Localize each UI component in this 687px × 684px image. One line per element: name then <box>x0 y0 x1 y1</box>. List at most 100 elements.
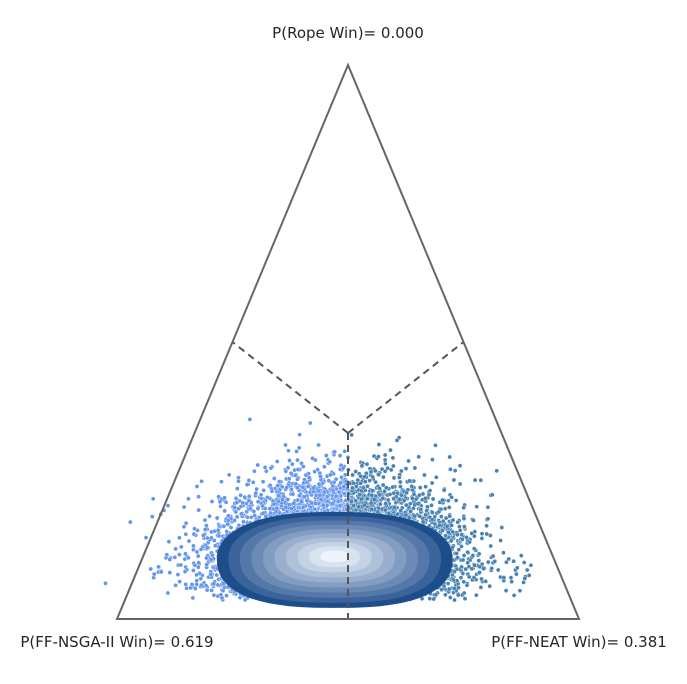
point-ff-nsga-ii <box>191 531 197 537</box>
point-ff-nsga-ii <box>151 571 157 577</box>
point-ff-nsga-ii <box>194 549 200 555</box>
point-ff-nsga-ii <box>262 465 268 470</box>
point-ff-neat <box>454 551 460 556</box>
point-ff-nsga-ii <box>268 465 274 471</box>
point-ff-neat <box>469 566 475 572</box>
point-ff-neat <box>470 553 476 558</box>
point-ff-nsga-ii <box>323 453 329 458</box>
point-ff-neat <box>498 538 503 543</box>
point-ff-nsga-ii <box>211 538 217 543</box>
point-ff-neat <box>391 463 396 469</box>
point-ff-neat <box>477 570 482 575</box>
point-ff-neat <box>466 574 472 580</box>
point-ff-neat <box>459 532 464 537</box>
point-ff-nsga-ii <box>289 461 295 467</box>
point-ff-neat <box>446 498 451 504</box>
point-ff-nsga-ii <box>307 420 313 426</box>
point-ff-nsga-ii <box>199 582 204 588</box>
point-ff-neat <box>380 482 386 488</box>
point-ff-nsga-ii <box>223 499 229 505</box>
point-ff-neat <box>503 588 509 593</box>
point-ff-nsga-ii <box>196 507 201 513</box>
point-ff-nsga-ii <box>183 582 188 587</box>
point-ff-neat <box>413 496 419 502</box>
point-ff-neat <box>376 472 382 478</box>
point-ff-nsga-ii <box>218 503 223 509</box>
point-ff-neat <box>504 559 509 565</box>
point-ff-neat <box>412 513 418 519</box>
point-ff-nsga-ii <box>247 417 253 422</box>
point-ff-nsga-ii <box>255 506 261 511</box>
point-ff-neat <box>446 505 452 510</box>
point-ff-neat <box>411 491 417 497</box>
point-ff-neat <box>382 468 388 474</box>
point-ff-neat <box>382 457 388 463</box>
point-ff-neat <box>452 597 457 603</box>
point-ff-nsga-ii <box>222 508 227 514</box>
point-ff-nsga-ii <box>183 551 188 557</box>
point-ff-neat <box>397 479 403 485</box>
point-ff-neat <box>447 595 453 600</box>
point-ff-nsga-ii <box>216 494 221 500</box>
point-ff-neat <box>365 483 370 489</box>
point-ff-neat <box>472 477 478 483</box>
point-ff-neat <box>461 590 467 596</box>
point-ff-neat <box>464 535 469 540</box>
point-ff-neat <box>403 466 409 471</box>
point-ff-nsga-ii <box>287 458 292 463</box>
point-ff-nsga-ii <box>183 520 189 526</box>
point-ff-nsga-ii <box>219 479 224 485</box>
point-ff-neat <box>417 485 423 490</box>
point-ff-nsga-ii <box>238 492 243 498</box>
point-ff-neat <box>464 583 470 588</box>
point-ff-neat <box>355 477 361 483</box>
point-ff-nsga-ii <box>181 504 187 510</box>
point-ff-neat <box>427 596 433 601</box>
point-ff-nsga-ii <box>244 482 250 487</box>
point-ff-nsga-ii <box>233 496 239 501</box>
point-ff-nsga-ii <box>289 486 294 492</box>
point-ff-neat <box>433 442 438 448</box>
point-ff-nsga-ii <box>143 535 149 541</box>
point-ff-neat <box>442 506 448 512</box>
point-ff-neat <box>349 432 354 438</box>
point-ff-nsga-ii <box>250 479 256 485</box>
point-ff-neat <box>461 579 467 585</box>
point-ff-nsga-ii <box>103 581 108 586</box>
point-ff-nsga-ii <box>261 487 267 493</box>
point-ff-nsga-ii <box>186 496 191 502</box>
point-ff-neat <box>388 447 393 453</box>
point-ff-neat <box>479 536 485 541</box>
point-ff-neat <box>376 442 382 447</box>
point-ff-nsga-ii <box>279 484 285 490</box>
point-ff-nsga-ii <box>219 595 225 601</box>
point-ff-neat <box>460 557 466 563</box>
point-ff-neat <box>457 463 463 469</box>
point-ff-nsga-ii <box>195 564 201 570</box>
point-ff-neat <box>350 472 355 478</box>
point-ff-nsga-ii <box>202 517 208 523</box>
point-ff-neat <box>438 514 444 519</box>
point-ff-neat <box>441 487 447 493</box>
point-ff-nsga-ii <box>212 543 218 549</box>
point-ff-nsga-ii <box>165 503 171 508</box>
point-ff-nsga-ii <box>150 496 156 502</box>
point-ff-nsga-ii <box>190 595 196 601</box>
point-ff-nsga-ii <box>192 562 198 568</box>
point-ff-neat <box>390 455 396 461</box>
point-ff-neat <box>359 463 365 469</box>
point-ff-nsga-ii <box>127 519 133 525</box>
point-ff-neat <box>511 558 516 564</box>
point-ff-nsga-ii <box>247 505 253 511</box>
point-ff-neat <box>456 547 462 553</box>
point-ff-nsga-ii <box>199 478 204 484</box>
point-ff-nsga-ii <box>237 595 243 600</box>
point-ff-nsga-ii <box>342 448 348 454</box>
point-ff-neat <box>432 514 438 520</box>
point-ff-nsga-ii <box>166 539 172 544</box>
point-ff-nsga-ii <box>158 569 164 575</box>
point-ff-neat <box>511 593 517 598</box>
point-ff-nsga-ii <box>186 538 192 544</box>
point-ff-neat <box>450 545 455 550</box>
